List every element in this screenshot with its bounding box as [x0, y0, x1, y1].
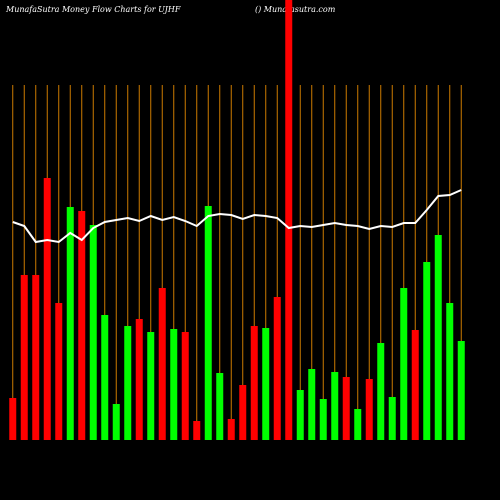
bar — [457, 341, 465, 440]
bar — [147, 332, 155, 440]
bar — [434, 235, 442, 440]
bar — [308, 369, 316, 440]
bar — [89, 225, 97, 440]
bar — [377, 343, 385, 440]
bar — [32, 275, 40, 440]
bar — [262, 328, 270, 440]
bar — [227, 419, 235, 440]
bar — [354, 409, 362, 440]
bar — [181, 332, 189, 440]
bar — [55, 303, 63, 440]
bar — [388, 397, 396, 440]
bar — [204, 206, 212, 440]
bar — [170, 329, 178, 440]
bar — [296, 390, 304, 440]
bar — [112, 404, 120, 440]
bar — [66, 207, 74, 440]
bar — [9, 398, 17, 440]
money-flow-line — [12, 189, 462, 244]
bar — [285, 0, 293, 440]
bar — [239, 385, 247, 440]
bar — [20, 275, 28, 440]
bar — [331, 372, 339, 440]
bar — [193, 421, 201, 440]
bar — [78, 211, 86, 440]
bar — [101, 315, 109, 440]
bar — [342, 377, 350, 440]
bar — [158, 288, 166, 440]
chart-subtitle: () Munafasutra.com — [255, 5, 336, 14]
bar — [423, 262, 431, 440]
bar — [273, 297, 281, 440]
bar — [411, 330, 419, 440]
bar — [365, 379, 373, 440]
bar — [43, 178, 51, 440]
bar — [135, 319, 143, 440]
bar — [400, 288, 408, 440]
bar — [319, 399, 327, 440]
chart-title: MunafaSutra Money Flow Charts for UJHF — [5, 5, 181, 14]
bar — [124, 326, 132, 440]
bar — [250, 326, 258, 440]
bar — [446, 303, 454, 440]
bar — [216, 373, 224, 440]
